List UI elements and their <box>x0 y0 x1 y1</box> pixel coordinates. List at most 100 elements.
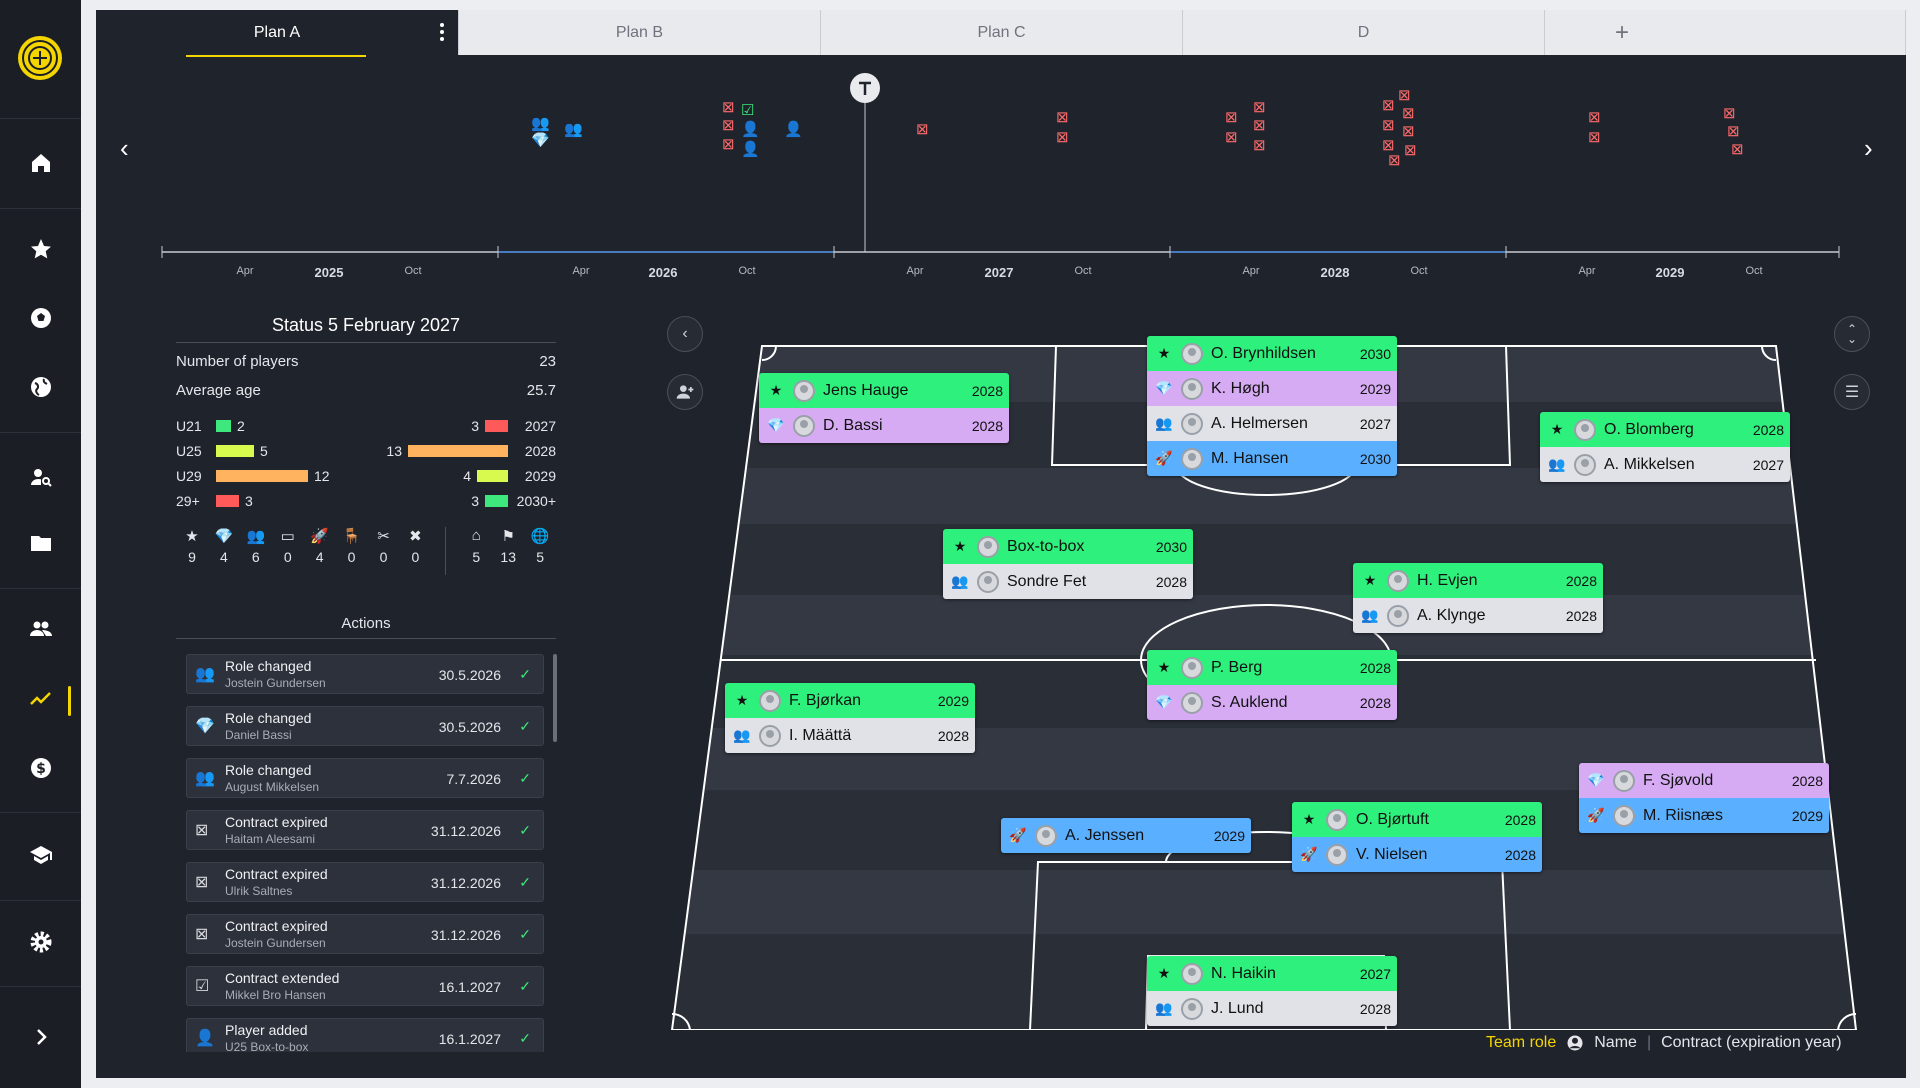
club-logo[interactable] <box>18 36 62 80</box>
player-row[interactable]: ★ O. Bjørtuft 2028 <box>1292 802 1542 837</box>
action-item[interactable]: ⊠ Contract expired Haitam Aleesami 31.12.20… <box>186 810 544 850</box>
timeline-event-icon[interactable]: ⊠ <box>1253 137 1266 154</box>
player-card[interactable]: ★ O. Blomberg 2028 👥 A. Mikkelsen 2027 <box>1540 412 1790 482</box>
school-icon[interactable] <box>0 830 81 880</box>
timeline-event-icon[interactable]: 💎 <box>531 132 550 149</box>
player-row[interactable]: 💎 F. Sjøvold 2028 <box>1579 763 1829 798</box>
timeline-event-icon[interactable]: ⊠ <box>1723 105 1736 122</box>
tab-plan-b[interactable]: Plan B <box>459 10 821 55</box>
player-row[interactable]: 👥 A. Helmersen 2027 <box>1147 406 1397 441</box>
player-row[interactable]: ★ O. Brynhildsen 2030 <box>1147 336 1397 371</box>
timeline-event-icon[interactable]: ⊠ <box>1398 87 1411 104</box>
timeline-event-icon[interactable]: 👥 <box>564 121 583 138</box>
timeline-prev-button[interactable]: ‹ <box>120 133 129 163</box>
timeline-event-icon[interactable]: ⊠ <box>1588 109 1601 126</box>
player-row[interactable]: ★ F. Bjørkan 2029 <box>725 683 975 718</box>
player-card[interactable]: ★ Box-to-box 2030 👥 Sondre Fet 2028 <box>943 529 1193 599</box>
player-card[interactable]: 💎 F. Sjøvold 2028 🚀 M. Riisnæs 2029 <box>1579 763 1829 833</box>
timeline-event-icon[interactable]: ⊠ <box>722 99 735 116</box>
timeline-event-icon[interactable]: ⊠ <box>1727 123 1740 140</box>
player-row[interactable]: ★ Jens Hauge 2028 <box>759 373 1009 408</box>
action-item[interactable]: 👥 Role changed Jostein Gundersen 30.5.2026 ✓ <box>186 654 544 694</box>
action-item[interactable]: 💎 Role changed Daniel Bassi 30.5.2026 ✓ <box>186 706 544 746</box>
timeline-next-button[interactable]: › <box>1864 133 1873 163</box>
dollar-icon[interactable]: $ <box>0 743 81 793</box>
timeline-event-icon[interactable]: ⊠ <box>1225 109 1238 126</box>
group-icon[interactable] <box>0 604 81 654</box>
timeline-event-icon[interactable]: ⊠ <box>1056 109 1069 126</box>
person-search-icon[interactable] <box>0 452 81 502</box>
player-row[interactable]: 🚀 V. Nielsen 2028 <box>1292 837 1542 872</box>
tab-plan-d[interactable]: D <box>1183 10 1545 55</box>
player-card[interactable]: ★ O. Bjørtuft 2028 🚀 V. Nielsen 2028 <box>1292 802 1542 872</box>
action-item[interactable]: ⊠ Contract expired Ulrik Saltnes 31.12.2026… <box>186 862 544 902</box>
player-card[interactable]: ★ H. Evjen 2028 👥 A. Klynge 2028 <box>1353 563 1603 633</box>
player-row[interactable]: 💎 K. Høgh 2029 <box>1147 371 1397 406</box>
add-tab-button[interactable]: + <box>1545 10 1906 55</box>
trend-icon[interactable] <box>0 674 81 724</box>
check-icon[interactable]: ✓ <box>519 978 531 994</box>
timeline-event-icon[interactable]: ⊠ <box>1404 142 1417 159</box>
timeline-event-icon[interactable]: 👤 <box>784 121 803 138</box>
home-icon[interactable] <box>0 138 81 188</box>
timeline-event-icon[interactable]: ⊠ <box>1588 129 1601 146</box>
timeline-event-icon[interactable]: ⊠ <box>722 136 735 153</box>
timeline-event-icon[interactable]: ⊠ <box>1225 129 1238 146</box>
football-icon[interactable] <box>0 293 81 343</box>
timeline-event-icon[interactable]: ⊠ <box>1253 99 1266 116</box>
timeline-event-icon[interactable]: 👥 <box>531 115 550 132</box>
timeline-event-icon[interactable]: ⊠ <box>1382 137 1395 154</box>
timeline-event-icon[interactable]: 👤 <box>741 141 760 158</box>
pitch-back-button[interactable]: ‹ <box>667 316 703 352</box>
player-row[interactable]: ★ N. Haikin 2027 <box>1147 956 1397 991</box>
action-item[interactable]: 👤 Player added U25 Box-to-box 16.1.2027 ✓ <box>186 1018 544 1052</box>
player-row[interactable]: 🚀 A. Jenssen 2029 <box>1001 818 1251 853</box>
timeline-event-icon[interactable]: ⊠ <box>722 117 735 134</box>
check-icon[interactable]: ✓ <box>519 666 531 682</box>
check-icon[interactable]: ✓ <box>519 822 531 838</box>
timeline-event-icon[interactable]: ⊠ <box>1402 123 1415 140</box>
player-card[interactable]: ★ O. Brynhildsen 2030 💎 K. Høgh 2029 👥 A. Helme… <box>1147 336 1397 476</box>
player-row[interactable]: 👥 J. Lund 2028 <box>1147 991 1397 1026</box>
player-row[interactable]: 👥 A. Mikkelsen 2027 <box>1540 447 1790 482</box>
player-row[interactable]: ★ Box-to-box 2030 <box>943 529 1193 564</box>
timeline-event-icon[interactable]: ⊠ <box>1402 105 1415 122</box>
player-card[interactable]: ★ P. Berg 2028 💎 S. Auklend 2028 <box>1147 650 1397 720</box>
check-icon[interactable]: ✓ <box>519 874 531 890</box>
player-row[interactable]: 👥 Sondre Fet 2028 <box>943 564 1193 599</box>
action-item[interactable]: ☑ Contract extended Mikkel Bro Hansen 16.1.… <box>186 966 544 1006</box>
actions-scrollbar[interactable] <box>553 654 557 742</box>
timeline-cursor-handle[interactable] <box>850 73 880 103</box>
chevron-right-icon[interactable] <box>0 1012 81 1062</box>
player-card[interactable]: ★ F. Bjørkan 2029 👥 I. Määttä 2028 <box>725 683 975 753</box>
folder-icon[interactable] <box>0 518 81 568</box>
player-row[interactable]: ★ P. Berg 2028 <box>1147 650 1397 685</box>
player-card[interactable]: ★ Jens Hauge 2028 💎 D. Bassi 2028 <box>759 373 1009 443</box>
more-vert-icon[interactable] <box>440 23 444 41</box>
tab-plan-a[interactable]: Plan A <box>96 10 459 57</box>
player-row[interactable]: 🚀 M. Riisnæs 2029 <box>1579 798 1829 833</box>
check-icon[interactable]: ✓ <box>519 770 531 786</box>
gear-icon[interactable] <box>0 917 81 967</box>
action-item[interactable]: 👥 Role changed August Mikkelsen 7.7.2026 ✓ <box>186 758 544 798</box>
star-icon[interactable] <box>0 224 81 274</box>
add-player-button[interactable] <box>667 374 703 410</box>
player-row[interactable]: 💎 D. Bassi 2028 <box>759 408 1009 443</box>
menu-button[interactable]: ☰ <box>1834 374 1870 410</box>
player-row[interactable]: 👥 A. Klynge 2028 <box>1353 598 1603 633</box>
expand-button[interactable]: ⌃ ⌄ <box>1834 316 1870 352</box>
tab-plan-c[interactable]: Plan C <box>821 10 1183 55</box>
timeline-event-icon[interactable]: ⊠ <box>1056 129 1069 146</box>
check-icon[interactable]: ✓ <box>519 1030 531 1046</box>
check-icon[interactable]: ✓ <box>519 926 531 942</box>
timeline-event-icon[interactable]: ⊠ <box>1731 141 1744 158</box>
player-row[interactable]: 💎 S. Auklend 2028 <box>1147 685 1397 720</box>
action-item[interactable]: ⊠ Contract expired Jostein Gundersen 31.12.… <box>186 914 544 954</box>
timeline-event-icon[interactable]: 👤 <box>741 121 760 138</box>
player-row[interactable]: ★ O. Blomberg 2028 <box>1540 412 1790 447</box>
player-row[interactable]: ★ H. Evjen 2028 <box>1353 563 1603 598</box>
timeline-event-icon[interactable]: ⊠ <box>1388 152 1401 169</box>
player-card[interactable]: ★ N. Haikin 2027 👥 J. Lund 2028 <box>1147 956 1397 1026</box>
check-icon[interactable]: ✓ <box>519 718 531 734</box>
timeline-event-icon[interactable]: ⊠ <box>1253 117 1266 134</box>
